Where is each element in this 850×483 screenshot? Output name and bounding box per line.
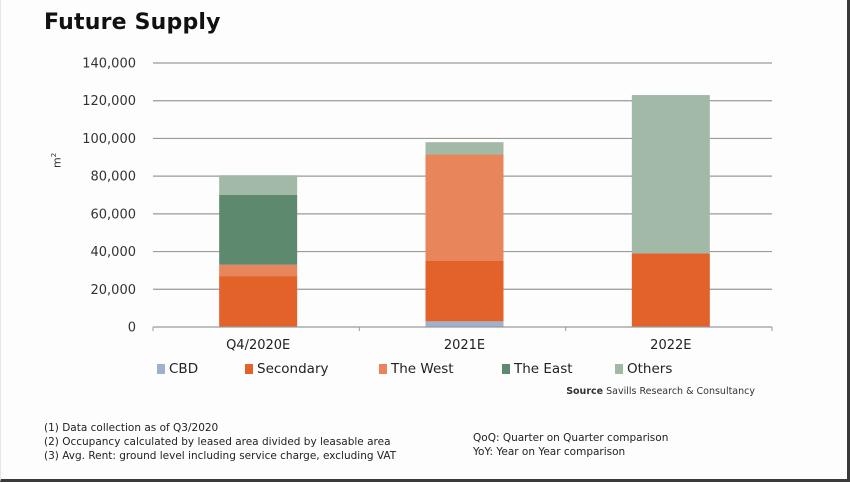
bar-segment-secondary [219, 276, 298, 327]
legend-swatch [245, 364, 253, 374]
y-tick-label: 0 [128, 321, 136, 336]
legend-label: The West [391, 361, 454, 377]
y-tick-label: 60,000 [91, 207, 137, 222]
bar-segment-cbd [425, 321, 504, 327]
legend-item: Others [615, 361, 672, 377]
legend-swatch [379, 364, 387, 374]
y-tick-label: 100,000 [82, 132, 136, 147]
x-axis-labels: Q4/2020E 2021E 2022E [226, 338, 691, 353]
legend-item: Secondary [245, 361, 329, 377]
legend-label: CBD [169, 361, 199, 377]
x-tick-label: Q4/2020E [226, 338, 290, 353]
bars [219, 95, 710, 327]
legend-swatch [157, 364, 165, 374]
legend-item: The West [379, 361, 454, 377]
source-text: Savills Research & Consultancy [606, 386, 755, 397]
bar-segment-the-east [219, 195, 298, 265]
legend: CBD Secondary The West The East Others [157, 361, 777, 381]
footnotes-right: QoQ: Quarter on Quarter comparison YoY: … [473, 431, 668, 459]
bar-segment-others [425, 142, 504, 155]
bar-segment-secondary [631, 253, 710, 327]
footnote: (2) Occupancy calculated by leased area … [44, 436, 391, 448]
legend-label: The East [514, 361, 573, 377]
footnote: (3) Avg. Rent: ground level including se… [44, 450, 397, 462]
legend-label: Secondary [257, 361, 329, 377]
y-tick-label: 20,000 [91, 283, 137, 298]
legend-swatch [615, 364, 623, 374]
bar-segment-others [631, 95, 710, 254]
y-tick-label: 140,000 [82, 57, 136, 72]
legend-item: The East [502, 361, 573, 377]
bar-segment-the-west [219, 264, 298, 277]
chart-title: Future Supply [44, 10, 221, 35]
bar-segment-others [219, 175, 298, 195]
x-axis [152, 326, 773, 331]
x-tick-label: 2022E [650, 338, 691, 353]
footnote: (1) Data collection as of Q3/2020 [44, 422, 219, 434]
source-note: Source Savills Research & Consultancy [566, 386, 755, 397]
legend-label: Others [627, 361, 673, 377]
glossary-note: QoQ: Quarter on Quarter comparison [473, 432, 669, 444]
y-tick-label: 120,000 [82, 94, 136, 109]
legend-item: CBD [157, 361, 198, 377]
y-axis-ticks: 0 20,000 40,000 60,000 80,000 100,000 120,000 1… [82, 57, 136, 336]
y-tick-label: 80,000 [91, 170, 137, 185]
bar-segment-the-west [425, 154, 504, 261]
y-tick-label: 40,000 [91, 245, 137, 260]
bar-segment-secondary [425, 261, 504, 322]
glossary-note: YoY: Year on Year comparison [473, 446, 626, 458]
source-label: Source [566, 386, 604, 397]
x-tick-label: 2021E [444, 338, 485, 353]
legend-swatch [502, 364, 510, 374]
footnotes-left: (1) Data collection as of Q3/2020 (2) Oc… [44, 421, 396, 463]
